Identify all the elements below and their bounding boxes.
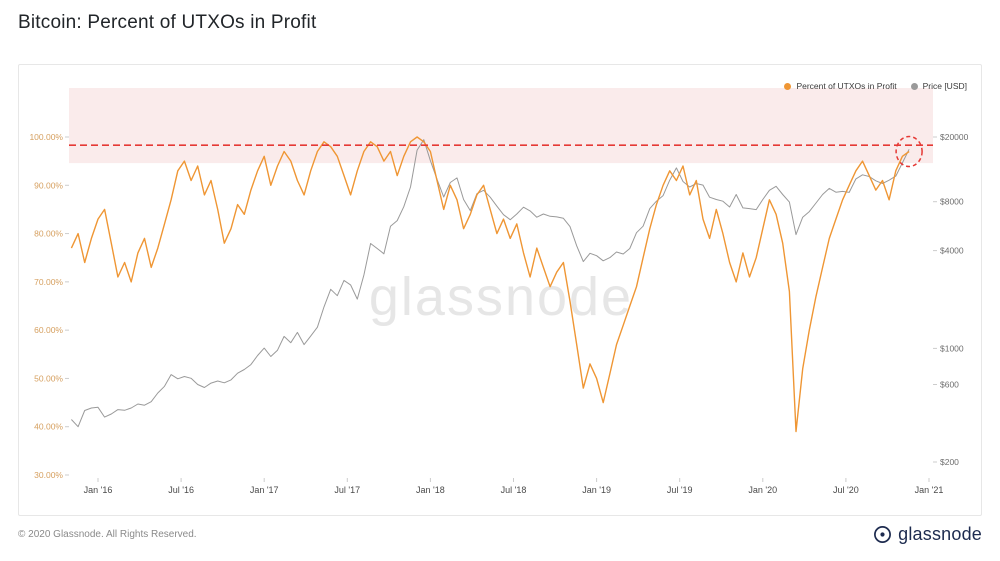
x-tick-label: Jul '19 [667,485,693,495]
profit-band [69,88,933,164]
chart-svg[interactable]: glassnode 100.00% 90.00% 80.00% 70.00% 60.00%… [19,65,979,513]
left-tick-label: 80.00% [34,229,63,239]
x-tick-label: Jul '16 [168,485,194,495]
right-tick-label: $8000 [940,197,964,207]
right-tick-label: $600 [940,379,959,389]
series-price [71,139,910,428]
right-tick-label: $200 [940,457,959,467]
legend-item-utxo-profit[interactable]: Percent of UTXOs in Profit [784,81,897,91]
watermark: glassnode [369,267,633,327]
footer: © 2020 Glassnode. All Rights Reserved. g… [18,524,982,545]
legend-swatch-price-icon [910,82,918,90]
left-tick-label: 90.00% [34,180,63,190]
left-tick-label: 70.00% [34,277,63,287]
series-utxo-profit [70,136,910,433]
right-tick-label: $4000 [940,246,964,256]
left-tick-label: 30.00% [34,470,63,480]
chart-card: glassnode 100.00% 90.00% 80.00% 70.00% 60.00%… [18,64,982,516]
glassnode-wordmark: glassnode [898,524,982,544]
legend-item-price[interactable]: Price [USD] [910,81,967,91]
copyright-text: © 2020 Glassnode. All Rights Reserved. [18,529,197,540]
chart-legend: Percent of UTXOs in Profit Price [USD] [784,81,967,91]
x-tick-label: Jan '21 [915,485,944,495]
glassnode-logo-icon [874,526,892,543]
highlight-circle [895,135,923,168]
right-tick-label: $20000 [940,132,969,142]
left-tick-label: 50.00% [34,373,63,383]
x-tick-label: Jan '18 [416,485,445,495]
x-tick-label: Jul '18 [501,485,527,495]
glassnode-logo[interactable]: glassnode [873,524,982,545]
right-tick-label: $1000 [940,343,964,353]
x-tick-label: Jan '19 [582,485,611,495]
x-tick-label: Jan '20 [748,485,777,495]
legend-label-utxo: Percent of UTXOs in Profit [796,81,897,91]
x-tick-label: Jul '20 [833,485,859,495]
left-tick-label: 100.00% [29,132,63,142]
left-tick-label: 40.00% [34,422,63,432]
x-tick-label: Jan '17 [250,485,279,495]
legend-swatch-utxo-icon [784,82,792,90]
left-tick-label: 60.00% [34,325,63,335]
legend-label-price: Price [USD] [922,81,967,91]
x-tick-label: Jan '16 [84,485,113,495]
page-title: Bitcoin: Percent of UTXOs in Profit [18,12,317,33]
x-tick-label: Jul '17 [334,485,360,495]
